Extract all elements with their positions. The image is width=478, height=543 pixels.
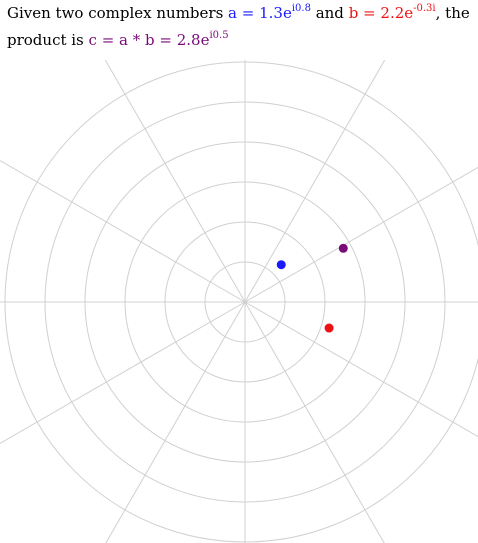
complex-b-exponent: -0.3i bbox=[413, 3, 436, 14]
grid-spoke bbox=[105, 301, 246, 543]
grid-spoke bbox=[244, 166, 478, 303]
caption-and: and bbox=[310, 4, 349, 22]
grid-spoke bbox=[104, 60, 246, 303]
caption-intro: Given two complex numbers bbox=[7, 4, 229, 22]
complex-b-label: b = 2.2e-0.3i bbox=[348, 3, 436, 23]
complex-c-exponent: i0.5 bbox=[209, 30, 229, 41]
grid-spoke bbox=[0, 301, 246, 445]
grid-spoke bbox=[244, 301, 385, 543]
caption-product-is: , the product is bbox=[7, 4, 470, 49]
point-layer bbox=[276, 243, 348, 333]
complex-a-label: a = 1.3ei0.8 bbox=[228, 3, 311, 23]
grid-spoke bbox=[244, 301, 478, 438]
point-c bbox=[338, 243, 348, 253]
complex-c-label: c = a * b = 2.8ei0.5 bbox=[88, 30, 229, 50]
point-b bbox=[324, 323, 334, 333]
complex-a-exponent: i0.8 bbox=[291, 3, 311, 14]
grid-spoke bbox=[0, 159, 246, 303]
point-a bbox=[276, 260, 286, 270]
caption: Given two complex numbers a = 1.3ei0.8 a… bbox=[7, 0, 473, 54]
grid-spoke bbox=[244, 60, 386, 303]
